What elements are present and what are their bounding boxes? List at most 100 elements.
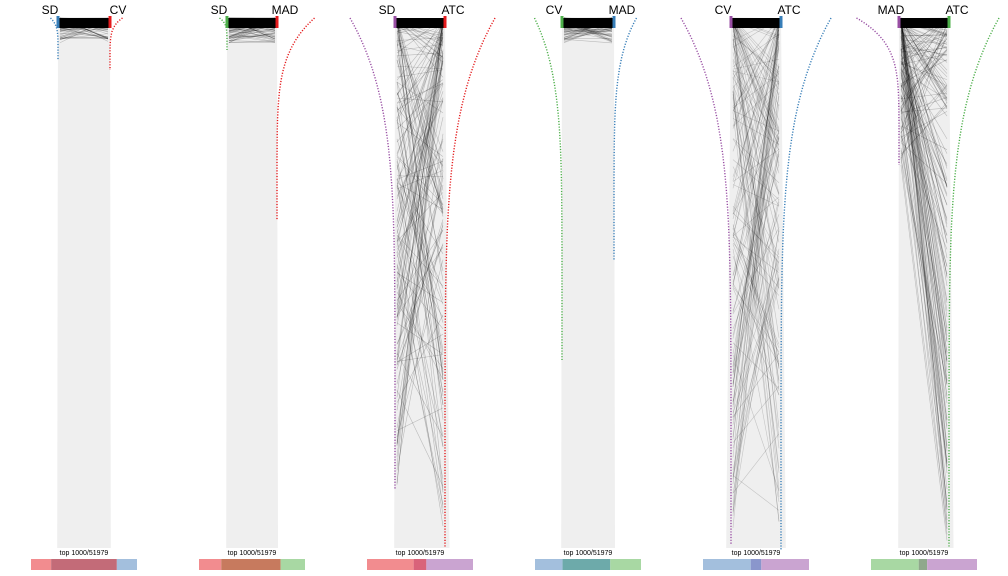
connector-line	[396, 106, 444, 350]
connector-line	[900, 18, 948, 427]
background-wedge	[898, 18, 954, 548]
top-count-label: top 1000/51979	[900, 550, 949, 557]
connector-line	[732, 25, 780, 83]
connector-line	[563, 33, 613, 35]
connector-line	[396, 38, 444, 113]
connector-line	[900, 21, 948, 74]
connector-line	[900, 61, 948, 140]
connector-line	[900, 51, 948, 100]
connector-line	[732, 19, 780, 194]
connector-line	[732, 19, 780, 166]
connector-line	[228, 31, 276, 33]
right-axis-marker	[275, 16, 279, 28]
connector-line	[900, 49, 948, 462]
connector-line	[900, 147, 948, 386]
connector-line	[732, 73, 780, 151]
connector-line	[396, 24, 444, 63]
panel-sd-atc: SD ATC top 1000/51979	[349, 3, 496, 570]
connector-line	[900, 158, 948, 385]
connector-line	[900, 25, 948, 129]
connector-line	[900, 150, 948, 404]
connector-line	[59, 36, 109, 39]
connector-line	[900, 18, 948, 382]
connector-line	[396, 28, 444, 310]
connector-line	[228, 40, 276, 42]
connector-line	[396, 333, 444, 363]
connector-line	[396, 228, 444, 437]
connector-line	[396, 40, 444, 318]
connector-line	[732, 18, 780, 174]
connector-line	[396, 303, 444, 369]
connector-line	[732, 212, 780, 258]
connector-line	[563, 28, 613, 37]
connector-line	[396, 314, 444, 403]
top-count-label: top 1000/51979	[60, 550, 109, 557]
connector-line	[396, 92, 444, 214]
connector-line	[396, 178, 444, 509]
left-axis-label: SD	[42, 3, 59, 17]
connector-line	[563, 30, 613, 33]
connector-line	[900, 46, 948, 56]
connector-line	[900, 18, 948, 131]
connector-line	[900, 131, 948, 429]
connector-line	[396, 18, 444, 380]
connector-line	[732, 255, 780, 396]
left-axis-marker	[56, 16, 60, 28]
connector-line	[732, 20, 780, 212]
connector-line	[732, 58, 780, 70]
connector-line	[900, 68, 948, 166]
connector-line	[732, 23, 780, 152]
connector-line	[900, 17, 948, 189]
connector-line	[396, 17, 444, 305]
connector-line	[732, 24, 780, 391]
connector-line	[396, 185, 444, 289]
connector-line	[732, 166, 780, 255]
overlap-bar-left	[367, 559, 414, 570]
left-axis-label: SD	[211, 3, 228, 17]
connector-line	[900, 17, 948, 91]
connector-line	[396, 59, 444, 272]
connector-line	[396, 27, 444, 361]
connector-line	[900, 18, 948, 328]
connector-line	[732, 24, 780, 384]
right-axis-marker	[779, 16, 783, 28]
connector-line	[900, 29, 948, 65]
connector-line	[732, 26, 780, 387]
connector-line	[732, 135, 780, 276]
connector-line	[396, 54, 444, 104]
connector-line	[732, 17, 780, 164]
connector-line	[900, 22, 948, 159]
connector-line	[732, 18, 780, 107]
connector-line	[732, 248, 780, 502]
connector-line	[732, 242, 780, 296]
connector-line	[396, 187, 444, 393]
connector-line	[732, 39, 780, 338]
right-axis-label: ATC	[945, 3, 968, 17]
connector-line	[396, 243, 444, 366]
connector-line	[732, 18, 780, 233]
connector-line	[900, 134, 948, 502]
overlap-bar-mid	[221, 559, 281, 570]
connector-line	[732, 26, 780, 286]
connector-line	[732, 26, 780, 506]
connector-line	[900, 83, 948, 464]
connector-line	[900, 84, 948, 133]
connector-line	[228, 33, 276, 39]
connector-line	[900, 118, 948, 236]
connector-line	[900, 18, 948, 399]
connector-line	[900, 18, 948, 169]
connector-line	[396, 62, 444, 242]
connector-line	[228, 28, 276, 33]
connector-line	[732, 199, 780, 376]
overlap-bar-left	[703, 559, 751, 570]
connector-line	[396, 322, 444, 355]
connector-line	[732, 33, 780, 238]
connector-line	[732, 21, 780, 151]
connector-line	[732, 18, 780, 129]
connector-line	[900, 64, 948, 354]
connector-line	[396, 156, 444, 214]
connector-line	[396, 35, 444, 179]
connector-line	[732, 59, 780, 146]
connector-line	[396, 244, 444, 345]
connector-line	[732, 49, 780, 215]
